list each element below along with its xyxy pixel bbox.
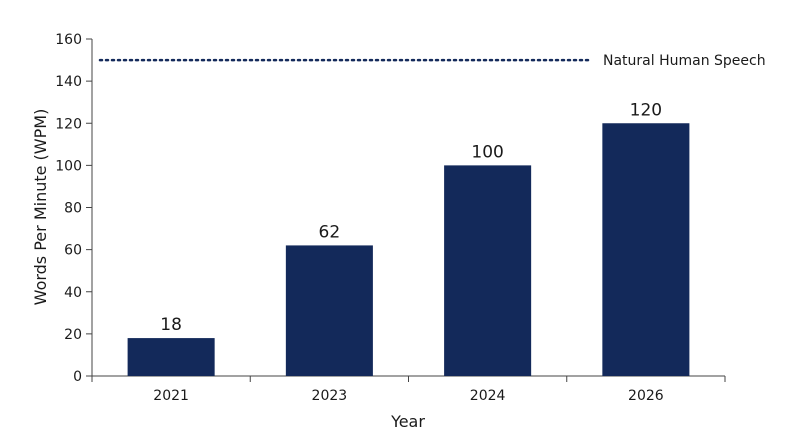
y-tick-label: 100 xyxy=(55,158,82,174)
reference-line-group: Natural Human Speech xyxy=(98,53,766,69)
bar-2023 xyxy=(285,245,373,376)
y-tick-label: 80 xyxy=(64,201,82,217)
y-tick-label: 20 xyxy=(64,327,82,343)
data-label: 62 xyxy=(319,222,341,242)
bars: 18 62 100 120 xyxy=(127,100,690,376)
x-tick-label: 2026 xyxy=(628,388,664,404)
y-tick-label: 140 xyxy=(55,74,82,90)
y-tick-label: 120 xyxy=(55,116,82,132)
bar-2021 xyxy=(127,338,215,376)
x-tick-label: 2023 xyxy=(312,388,348,404)
data-label: 18 xyxy=(160,315,182,335)
x-axis: 2021 2023 2024 2026 xyxy=(91,375,726,404)
y-tick-label: 60 xyxy=(64,243,82,259)
y-tick-label: 40 xyxy=(64,285,82,301)
data-label: 120 xyxy=(630,100,662,120)
x-tick-label: 2024 xyxy=(470,388,506,404)
bar-2024 xyxy=(444,165,532,376)
bar-2026 xyxy=(602,123,690,376)
reference-line-label: Natural Human Speech xyxy=(603,53,766,69)
x-axis-title: Year xyxy=(390,412,425,431)
y-axis: 0 20 40 60 80 100 120 140 160 xyxy=(55,32,93,385)
y-tick-label: 0 xyxy=(73,369,82,385)
data-label: 100 xyxy=(471,142,503,162)
y-axis-title: Words Per Minute (WPM) xyxy=(31,109,50,306)
x-tick-label: 2021 xyxy=(153,388,189,404)
y-tick-label: 160 xyxy=(55,32,82,48)
